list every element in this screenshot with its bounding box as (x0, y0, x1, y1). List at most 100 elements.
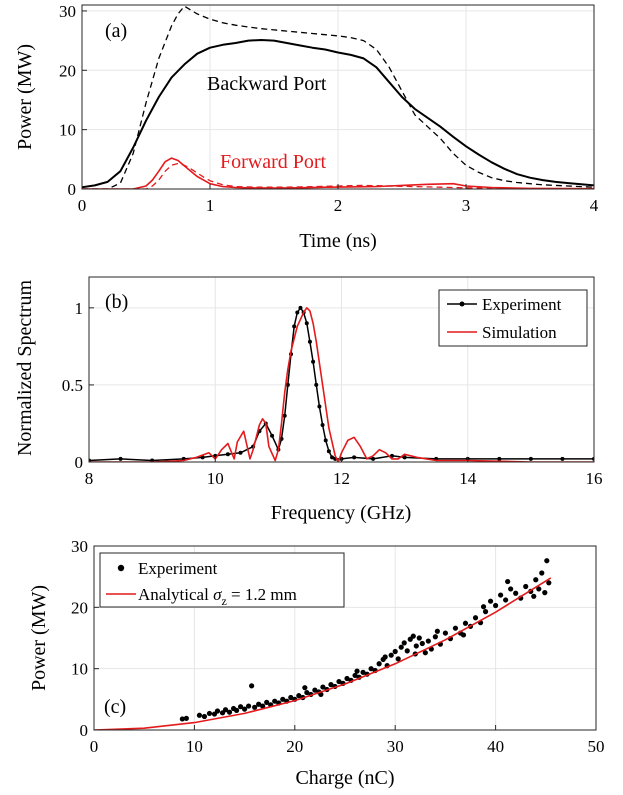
panel-b-series-0-point (307, 339, 312, 344)
panel-a-xtick-label: 0 (78, 196, 87, 215)
panel-b-series-0-point (320, 423, 325, 427)
panel-c-legend-box (99, 552, 345, 608)
panel-c-ytick-label: 20 (71, 598, 88, 617)
panel-c-series-0-point (222, 707, 229, 713)
panel-b-series-0-line (89, 307, 594, 462)
panel-c-series-0-point (237, 704, 244, 710)
panel-c-series-0-point (505, 578, 511, 585)
panel-b-series-0-point (317, 404, 322, 409)
panel-c-series-0-point (493, 602, 499, 609)
panel-a-ytick-label: 10 (59, 121, 76, 140)
panel-c-series-0-point (226, 709, 233, 715)
panel-c-ticks: 0 10 20 30 40 50 0 10 20 30 (71, 537, 605, 756)
panel-c-xtick-label: 20 (286, 737, 303, 756)
panel-c: 0 10 20 30 40 50 0 10 20 30 (c) Experiment Analyt… (28, 537, 605, 789)
panel-a-series-0-line (82, 39, 594, 189)
panel-c-series-0-point (410, 633, 416, 639)
panel-c-series-0-point (422, 650, 428, 656)
legend-experiment-c-label: Experiment (138, 559, 218, 578)
panel-b-series-0-point (528, 456, 533, 461)
panel-b-ylabel: Normalized Spectrum (14, 280, 36, 456)
panel-b-series-0-point (402, 455, 407, 460)
legend-experiment-c-marker (117, 564, 125, 572)
panel-b-series-1-line (89, 306, 594, 462)
panel-b-series-0-point (270, 433, 275, 438)
panel-c-series-0-point (260, 703, 266, 709)
panel-a: 0 1 2 3 4 0 10 20 30 (a) Backward Port Forward P… (14, 2, 599, 252)
panel-c-xlabel: Charge (nC) (295, 767, 394, 789)
panel-c-series-0-point (206, 710, 213, 717)
panel-c-ytick-label: 0 (80, 721, 89, 740)
panel-b-series-0-point (285, 382, 290, 387)
panel-c-series-0-point (242, 706, 248, 712)
panel-b-ytick-label: 0 (75, 453, 84, 472)
panel-c-series-0-point (233, 707, 240, 713)
panel-b-series-0-point (298, 305, 303, 310)
panel-c-series-0-point (272, 698, 278, 704)
panel-a-series-3-line (82, 162, 594, 189)
panel-a-ylabel: Power (MW) (14, 44, 36, 150)
panel-c-series-0-point (442, 630, 448, 636)
panel-c-series-0-point (498, 592, 504, 598)
panel-b-series-0-point (238, 450, 243, 455)
panel-c-series-0-point (425, 638, 431, 644)
panel-c-series-0-point (487, 598, 494, 604)
panel-b-series-0-point (118, 456, 123, 461)
panel-b-series-0-point (311, 359, 316, 364)
panel-c-series-0-point (513, 590, 519, 596)
panel-b-series-0-point (225, 452, 230, 457)
panel-c-ylabel: Power (MW) (28, 585, 50, 691)
panel-a-ticks: 0 1 2 3 4 0 10 20 30 (59, 2, 599, 215)
panel-c-series-0-point (404, 648, 410, 654)
legend-experiment-marker (459, 301, 465, 307)
legend-analytical-label: Analytical σz = 1.2 mm (138, 585, 297, 608)
panel-c-series-0-point (523, 583, 529, 590)
panel-c-series-0-point (508, 586, 514, 592)
panel-c-series-0-point (280, 696, 286, 702)
panel-c-series-0-point (252, 704, 258, 710)
panel-a-xtick-label: 1 (206, 196, 215, 215)
panel-c-series-0-point (388, 652, 394, 658)
panel-c-series-0-point (201, 713, 208, 720)
panel-b-series-0-point (330, 455, 335, 460)
panel-c-series-0-point (533, 577, 539, 583)
panel-b-ytick-label: 1 (75, 299, 84, 318)
panel-c-axes-box (93, 545, 597, 731)
panel-c-series-0-point (531, 593, 537, 599)
panel-c-series-0-point (249, 683, 255, 689)
panel-b-legend-box (438, 289, 588, 347)
panel-b-series-0-point (352, 455, 357, 460)
panel-a-series-1-line (82, 5, 594, 189)
legend-experiment-label: Experiment (482, 295, 562, 314)
panel-b-series-0-point (304, 321, 309, 326)
forward-port-annotation: Forward Port (220, 151, 327, 173)
panel-b-series-0-point (292, 324, 297, 329)
panel-c-series-0-point (432, 634, 438, 640)
panel-a-label: (a) (105, 20, 127, 42)
panel-c-series-0-point (246, 703, 252, 709)
panel-c-series-0-point (328, 682, 334, 688)
panel-c-series-0-point (336, 678, 342, 685)
backward-port-annotation: Backward Port (207, 73, 327, 95)
panel-c-label: (c) (104, 696, 126, 718)
panel-b-series-0-point (314, 382, 319, 387)
panel-c-series-0-point (536, 586, 542, 592)
panel-b-legend: Experiment Simulation (438, 289, 588, 347)
panel-c-series-0-point (179, 716, 185, 722)
panel-b-series-0-point (497, 456, 502, 461)
panel-c-series-0-point (304, 689, 310, 696)
panel-c-series-0-point (539, 570, 545, 576)
panel-c-series-0-point (196, 712, 203, 718)
panel-b-label: (b) (105, 291, 128, 313)
panel-c-series-0-point (344, 675, 350, 682)
panel-c-series-0-point (462, 620, 469, 626)
panel-c-series-0-point (546, 580, 552, 586)
panel-b: 8 10 12 14 16 0 0.5 1 (b) Experiment Simulation… (14, 276, 603, 524)
panel-c-series-0-point (452, 625, 459, 631)
legend-simulation-label: Simulation (482, 323, 557, 342)
panel-a-series-2-line (82, 157, 594, 189)
panel-c-series-0-point (460, 632, 467, 638)
panel-c-series-0-point (434, 628, 440, 634)
panel-c-series-0-point (401, 640, 407, 646)
